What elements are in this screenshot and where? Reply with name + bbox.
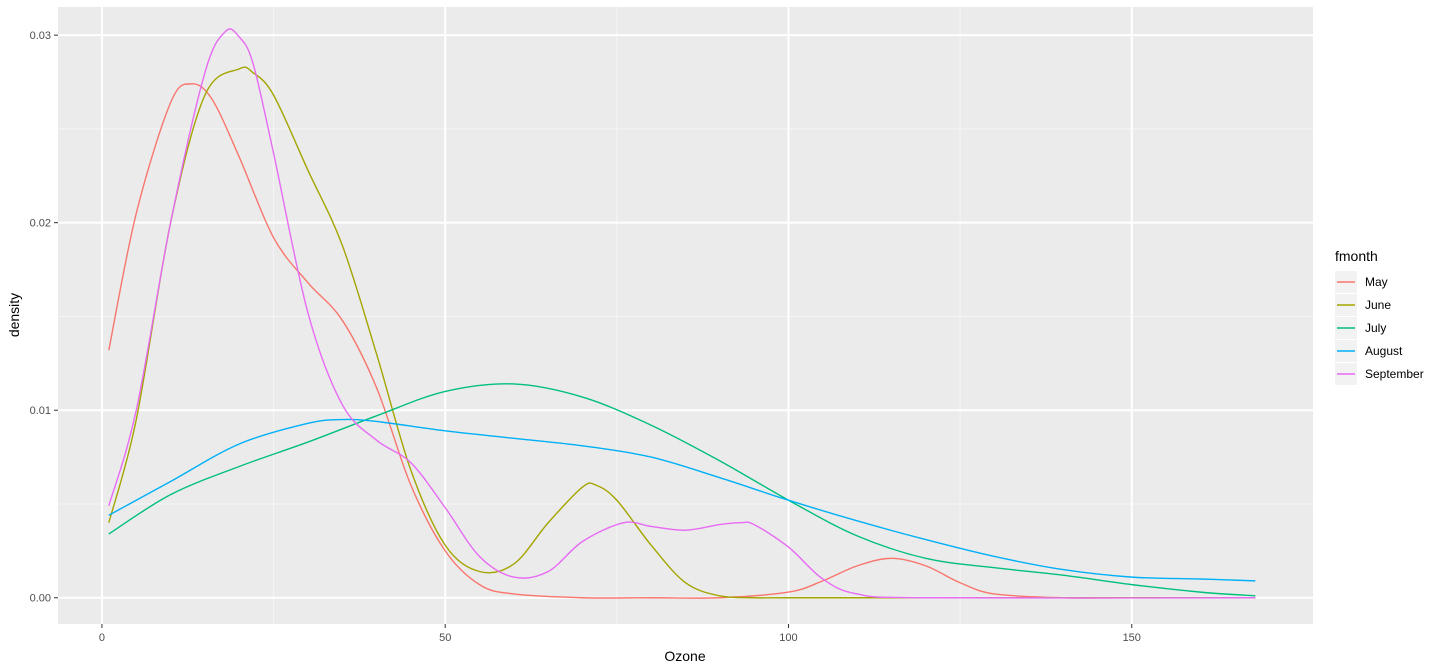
- series-line-august: [108, 418, 1256, 582]
- minor-gridlines: [58, 7, 1313, 624]
- legend-item-august: August: [1335, 340, 1403, 362]
- panel-background: [58, 7, 1313, 624]
- legend-title: fmonth: [1335, 248, 1378, 264]
- series-lines: [108, 28, 1256, 599]
- series-line-september: [108, 28, 1256, 599]
- legend-label: May: [1365, 275, 1388, 289]
- x-axis-ticks: 0 50 100 150: [99, 624, 1141, 644]
- series-line-may: [108, 83, 1256, 599]
- legend: fmonth May June July August September: [1335, 248, 1424, 385]
- series-line-june: [108, 66, 1256, 599]
- y-tick-label: 0.02: [30, 218, 51, 230]
- legend-label: July: [1365, 321, 1386, 335]
- legend-label: June: [1365, 298, 1391, 312]
- y-axis-title: density: [6, 293, 22, 337]
- legend-item-june: June: [1335, 294, 1391, 316]
- major-gridlines: [58, 7, 1313, 624]
- series-line-july: [108, 383, 1256, 597]
- x-tick-label: 150: [1123, 632, 1141, 644]
- y-axis-ticks: 0.00 0.01 0.02 0.03: [30, 30, 58, 605]
- legend-item-september: September: [1335, 363, 1424, 385]
- x-tick-label: 0: [99, 632, 105, 644]
- legend-item-july: July: [1335, 317, 1386, 339]
- legend-label: September: [1365, 367, 1424, 381]
- y-tick-label: 0.01: [30, 405, 51, 417]
- x-tick-label: 100: [779, 632, 797, 644]
- x-axis-title: Ozone: [664, 648, 705, 664]
- y-tick-label: 0.03: [30, 30, 51, 42]
- x-tick-label: 50: [439, 632, 451, 644]
- legend-label: August: [1365, 344, 1403, 358]
- legend-item-may: May: [1335, 271, 1388, 293]
- y-tick-label: 0.00: [30, 593, 51, 605]
